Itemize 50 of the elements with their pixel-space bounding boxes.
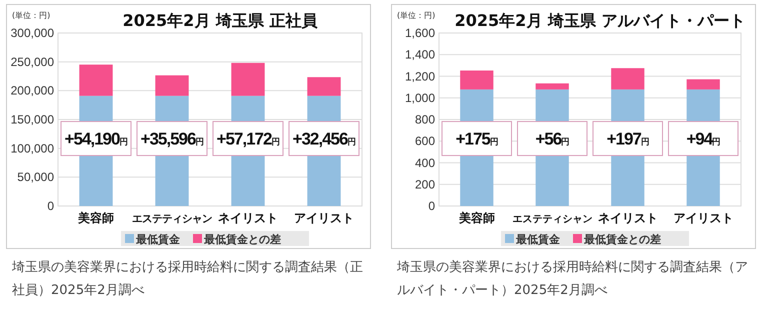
bar [155, 75, 189, 96]
y-tick-label: 0 [47, 199, 54, 213]
chart-title: 2025年2月 埼玉県 正社員 [122, 11, 318, 30]
data-label: +57,172円 [216, 130, 280, 149]
y-tick-label: 200,000 [10, 84, 54, 98]
y-tick-label: 1,200 [404, 69, 436, 84]
x-tick-label: アイリスト [294, 211, 354, 225]
text: 埼玉県の美容業界における採用時給料に関する調査結果（アルバイト・パート）2025年2月調べ [397, 259, 749, 300]
y-tick-label: 200 [414, 177, 436, 192]
data-label: +94円 [686, 130, 722, 149]
x-tick-label: 美容師 [458, 211, 495, 225]
text: 埼玉県の美容業界における採用時給料に関する調査結果（正社員）2025年2月調べ [12, 259, 364, 300]
x-tick-label: 美容師 [77, 211, 114, 225]
data-label: +197円 [606, 130, 650, 149]
y-tick-label: 800 [414, 112, 436, 126]
y-tick-label: 1,000 [404, 90, 436, 105]
data-label: +56円 [535, 130, 570, 149]
x-tick-label: ネイリスト [218, 211, 278, 225]
data-label: +54,190円 [64, 130, 128, 149]
y-tick-label: 0 [428, 199, 436, 213]
y-tick-label: 250,000 [10, 54, 54, 69]
legend-label: 最低賃金との差 [583, 233, 661, 246]
text: (単位：円) [12, 11, 50, 20]
data-label: +32,456円 [292, 130, 356, 149]
legend-label: 最低賃金 [515, 233, 561, 246]
bar [307, 77, 341, 96]
bar [536, 83, 569, 90]
x-tick-label: エステティシャン [512, 214, 592, 225]
y-tick-label: 300,000 [10, 26, 54, 40]
x-tick-label: ネイリスト [598, 211, 658, 225]
y-tick-label: 50,000 [17, 170, 54, 184]
chart-title: 2025年2月 埼玉県 アルバイト・パート [454, 11, 746, 30]
data-label: +35,596円 [140, 130, 204, 149]
legend-label: 最低賃金との差 [203, 233, 281, 246]
bar [611, 68, 644, 90]
y-tick-label: 400 [414, 156, 436, 170]
bar [686, 79, 720, 90]
text: (単位：円) [397, 11, 436, 20]
data-label: +175円 [456, 130, 499, 149]
y-tick-label: 1,400 [404, 48, 436, 62]
bar [79, 64, 113, 96]
y-tick-label: 100,000 [10, 141, 54, 156]
bar [231, 62, 265, 96]
bar [460, 70, 494, 90]
y-tick-label: 150,000 [10, 112, 54, 126]
x-tick-label: エステティシャン [132, 213, 212, 225]
y-tick-label: 600 [414, 134, 436, 148]
legend-label: 最低賃金 [135, 233, 181, 246]
x-tick-label: アイリスト [673, 211, 734, 225]
y-tick-label: 1,600 [404, 26, 436, 40]
